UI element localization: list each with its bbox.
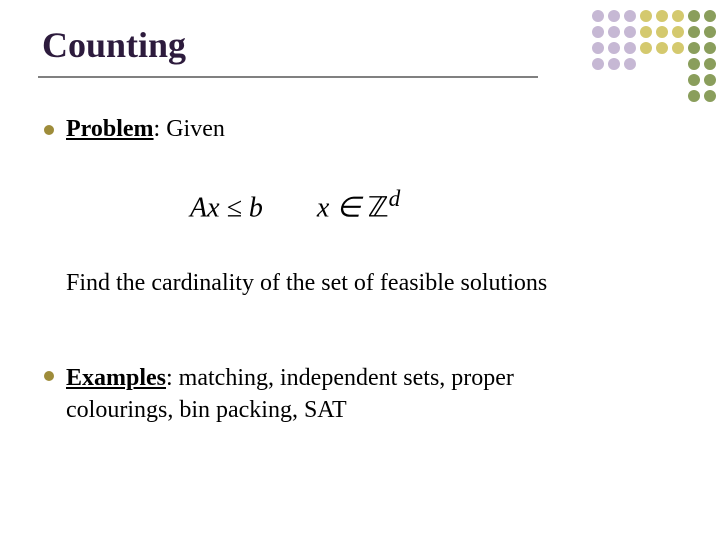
slide: { "title": { "text": "Counting", "fontsi… [0,0,720,540]
bullet-icon [44,125,54,135]
problem-rest: : Given [154,116,225,142]
slide-title: Counting [42,24,186,66]
bullet-examples: Examples: matching, independent sets, pr… [44,362,514,426]
bullet-icon [44,371,54,381]
title-divider [38,76,538,78]
formula: Ax ≤ b x ∈ ℤd [190,186,400,224]
examples-rest: : matching, independent sets, proper [166,365,514,391]
formula-set: ℤ [368,192,389,223]
examples-label: Examples [66,365,166,391]
problem-label: Problem [66,116,154,142]
find-cardinality-line: Find the cardinality of the set of feasi… [66,270,547,297]
bullet-problem-text: Problem: Given [66,116,225,143]
formula-lhs: Ax ≤ b [190,192,263,223]
decor-dot-grid [588,10,720,106]
bullet-examples-text: Examples: matching, independent sets, pr… [66,362,514,426]
formula-sup: d [389,186,401,212]
examples-line2: colourings, bin packing, SAT [66,397,347,423]
bullet-problem: Problem: Given [44,116,225,143]
formula-rhs-prefix: x ∈ [317,192,368,223]
